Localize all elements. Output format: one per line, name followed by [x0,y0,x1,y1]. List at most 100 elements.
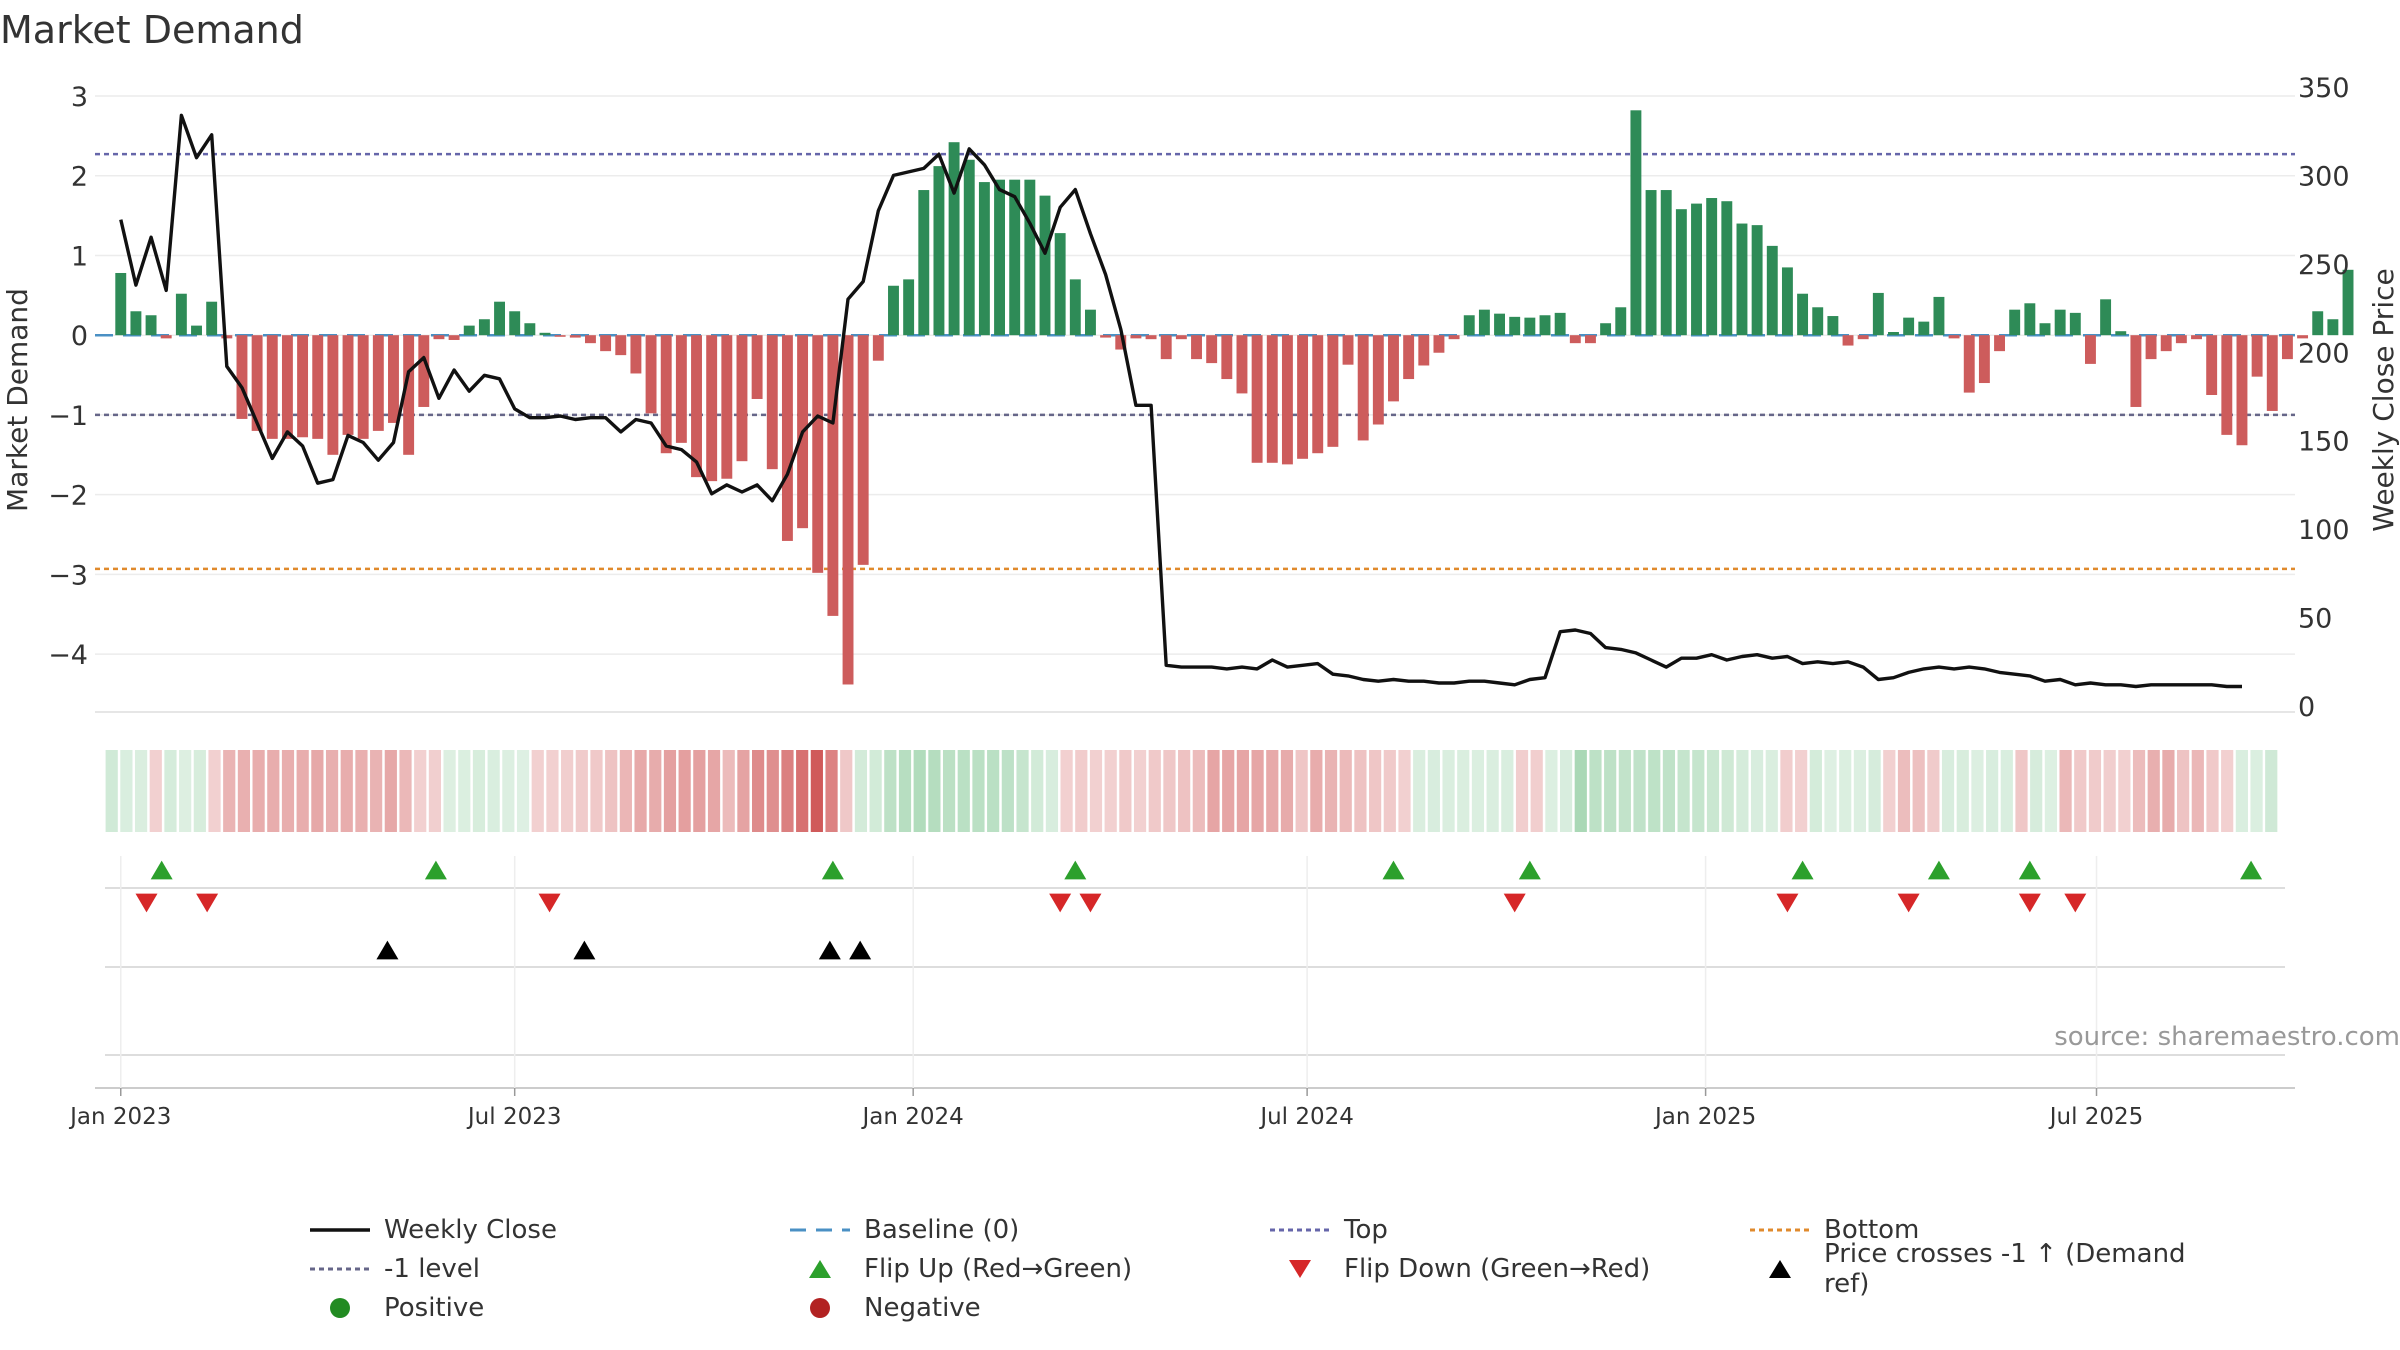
demand-heat-strip [105,750,2278,832]
strip-cell [1266,750,1279,832]
demand-bar [509,311,521,336]
flip-down-marker [1049,893,1072,913]
legend-item-close: Weekly Close [310,1214,790,1245]
strip-cell [1413,750,1426,832]
demand-bar [130,311,142,336]
legend-swatch-minus1 [310,1267,370,1270]
flip-down-marker [2018,893,2041,913]
strip-cell [1045,750,1059,832]
x-tick-label: Jul 2024 [1258,1104,1354,1130]
strip-cell [1031,750,1044,832]
strip-cell [854,750,868,832]
strip-cell [1016,750,1029,832]
strip-cell [164,750,177,832]
strip-cell [1633,750,1646,832]
demand-bar [1509,316,1521,336]
x-axis: Jan 2023 Jul 2023 Jan 2024 Jul 2024 Jan 2025… [68,1088,2143,1130]
strip-cell [487,750,500,832]
legend-item-flipup: Flip Up (Red→Green) [790,1253,1270,1284]
strip-cell [2118,750,2131,832]
strip-cell [1207,750,1220,832]
strip-cell [179,750,192,832]
demand-bar [312,335,324,439]
strip-cell [1457,750,1470,832]
demand-bar [1175,335,1187,340]
y-tick-label-left: 2 [71,162,88,193]
strip-cell [105,750,118,832]
legend-swatch-bottom [1750,1228,1810,1231]
demand-bar [2342,269,2354,336]
demand-bar [191,325,202,336]
demand-bar [1706,198,1718,336]
demand-bar [1251,335,1263,463]
legend-label: -1 level [384,1253,481,1284]
strip-cell [1809,750,1822,832]
demand-bar [1403,335,1415,380]
legend-swatch-flipup [809,1259,831,1278]
strip-cell [1398,750,1411,832]
strip-cell [1780,750,1793,832]
legend-swatch-negative [810,1297,830,1318]
y-tick-label-right: 150 [2298,427,2350,458]
strip-cell [2250,750,2263,832]
strip-cell [561,750,574,832]
demand-bar [2327,319,2339,336]
price-cross-marker [849,940,872,960]
demand-bar [221,335,233,339]
demand-bar [357,335,369,439]
strip-cell [913,750,926,832]
strip-cell [590,750,603,832]
demand-bar [1539,315,1551,336]
demand-bar [1069,279,1081,336]
strip-cell [1163,750,1176,832]
demand-bar [857,335,869,565]
demand-bar [1115,335,1127,350]
strip-cell [267,750,280,832]
strip-cell [1104,750,1117,832]
legend-label: Flip Up (Red→Green) [864,1253,1133,1284]
strip-cell [957,750,970,832]
demand-bar [1327,335,1339,447]
strip-cell [2015,750,2028,832]
demand-bar [2221,335,2233,435]
strip-cell [2030,750,2043,832]
y-tick-label-right: 350 [2298,73,2350,104]
strip-cell [546,750,559,832]
strip-cell [340,750,353,832]
left-y-axis: 3 2 1 0 −1 −2 −3 −4 [48,82,88,671]
legend: Weekly Close Baseline (0) Top Bottom -1 leve… [310,1214,2210,1323]
demand-bar [1388,335,1399,402]
strip-cell [1280,750,1294,832]
strip-cell [516,750,530,832]
strip-cell [1295,750,1308,832]
demand-bar [403,335,415,455]
y-tick-label-right: 0 [2298,692,2315,723]
strip-cell [1618,750,1631,832]
flip-up-marker [1064,860,1087,880]
strip-cell [1545,750,1558,832]
y-axis-label-right: Weekly Close Price [2367,268,2400,531]
y-tick-label-right: 200 [2298,338,2350,369]
demand-bar [1221,335,1233,380]
demand-bar [2251,335,2263,377]
demand-bar [600,335,612,352]
strip-cell [2132,750,2146,832]
strip-cell [384,750,397,832]
demand-bar [1342,335,1354,365]
demand-bar [1554,312,1566,336]
price-cross-marker [376,940,399,960]
y-tick-label-right: 100 [2298,515,2350,546]
strip-cell [399,750,412,832]
demand-bar [1615,307,1627,336]
strip-cell [693,750,706,832]
strip-cell [1648,750,1661,832]
flip-down-marker [1776,893,1799,913]
flip-up-marker [1518,860,1541,880]
legend-item-bottom: Bottom [1750,1214,2230,1245]
demand-bar [1797,293,1809,336]
source-credit: source: sharemaestro.com [2054,1022,2400,1052]
flip-down-marker [2064,893,2087,913]
flip-up-marker [2018,860,2041,880]
demand-bar [1206,335,1218,364]
demand-bar [660,335,672,454]
